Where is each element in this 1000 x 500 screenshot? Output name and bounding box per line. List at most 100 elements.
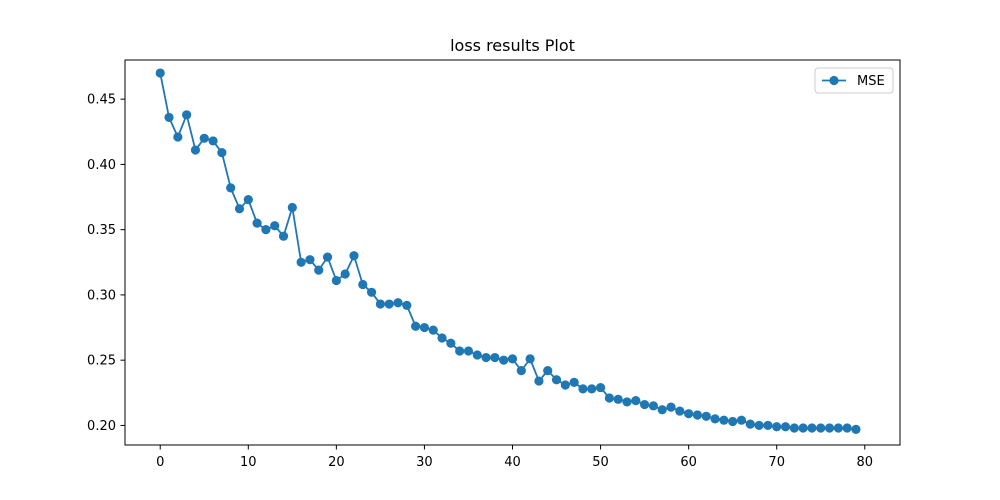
x-tick-label: 0 — [156, 455, 164, 470]
data-point — [384, 299, 394, 309]
data-point — [657, 405, 667, 415]
data-point — [604, 393, 614, 403]
data-point — [393, 298, 403, 308]
y-tick-label: 0.35 — [87, 223, 116, 238]
data-point — [780, 422, 791, 432]
data-point — [807, 423, 817, 433]
data-point — [411, 321, 421, 331]
data-point — [507, 354, 518, 364]
data-point — [428, 325, 438, 335]
x-tick-label: 30 — [416, 455, 433, 470]
data-point — [754, 420, 764, 431]
data-point — [287, 202, 297, 213]
data-point — [481, 352, 491, 363]
data-point — [155, 68, 165, 78]
x-tick-label: 80 — [856, 455, 873, 470]
chart-title: loss results Plot — [450, 36, 575, 55]
data-point — [798, 423, 808, 433]
y-tick-label: 0.40 — [87, 158, 116, 173]
y-tick-label: 0.30 — [87, 288, 116, 303]
x-tick-label: 40 — [504, 455, 521, 470]
data-point — [534, 376, 544, 386]
x-tick-label: 10 — [240, 455, 257, 470]
data-point — [772, 422, 782, 432]
data-point — [551, 375, 562, 385]
data-point — [270, 221, 280, 231]
data-point — [490, 352, 500, 363]
data-point — [719, 415, 729, 425]
data-point — [243, 195, 253, 205]
plot-frame — [124, 59, 901, 446]
data-point — [322, 252, 333, 262]
data-point — [824, 423, 835, 433]
data-point — [472, 350, 482, 360]
data-point — [278, 231, 289, 241]
data-point — [305, 255, 315, 265]
data-point — [710, 414, 720, 424]
data-point — [692, 410, 703, 420]
data-point — [437, 333, 447, 343]
data-point — [358, 279, 368, 290]
data-point — [543, 366, 553, 376]
data-point — [455, 346, 465, 356]
data-point — [261, 225, 271, 235]
data-point — [736, 415, 747, 425]
data-point — [375, 299, 385, 309]
data-point — [675, 406, 685, 416]
data-point — [745, 419, 755, 429]
y-tick-label: 0.20 — [87, 419, 116, 434]
data-point — [640, 399, 650, 410]
y-tick-label: 0.25 — [87, 354, 116, 369]
data-point — [217, 148, 227, 158]
data-point — [631, 396, 641, 406]
data-point — [525, 354, 535, 364]
data-point — [446, 338, 456, 348]
data-point — [560, 380, 570, 390]
data-point — [314, 265, 324, 275]
legend-box — [814, 67, 894, 94]
y-axis-ticks: 0.20 0.25 0.30 0.35 0.40 0.45 — [87, 93, 125, 434]
data-point — [331, 275, 341, 286]
data-point — [419, 322, 430, 333]
x-tick-label: 70 — [768, 455, 785, 470]
data-point — [234, 204, 245, 214]
data-point — [164, 112, 174, 123]
data-point — [499, 355, 509, 365]
data-point — [226, 183, 236, 193]
data-point — [842, 423, 852, 433]
legend-series-marker — [829, 75, 839, 86]
data-point — [173, 132, 183, 142]
x-tick-label: 50 — [592, 455, 609, 470]
data-point — [199, 133, 209, 143]
data-point — [296, 257, 306, 267]
data-point — [833, 423, 843, 433]
data-point — [701, 411, 711, 421]
data-point — [816, 423, 826, 433]
data-point — [190, 145, 201, 155]
series-line-mse — [159, 72, 857, 431]
data-point — [666, 402, 676, 412]
legend: MSE — [814, 67, 894, 94]
data-point — [613, 394, 623, 404]
data-point — [595, 382, 606, 393]
data-point — [402, 300, 412, 310]
data-point — [684, 409, 694, 419]
y-tick-label: 0.45 — [87, 93, 116, 108]
data-point — [516, 366, 526, 376]
x-tick-label: 60 — [680, 455, 697, 470]
x-tick-label: 20 — [328, 455, 345, 470]
data-point — [569, 377, 579, 387]
data-point — [182, 110, 192, 120]
data-point — [789, 423, 799, 433]
data-point — [366, 287, 377, 297]
data-point — [252, 218, 262, 228]
data-point — [587, 384, 597, 394]
data-point — [349, 251, 359, 261]
data-point — [622, 397, 632, 407]
legend-label-mse: MSE — [857, 74, 885, 89]
data-point — [763, 420, 773, 431]
x-axis-ticks: 0 10 20 30 40 50 60 70 80 — [156, 445, 873, 470]
data-point — [648, 401, 659, 411]
